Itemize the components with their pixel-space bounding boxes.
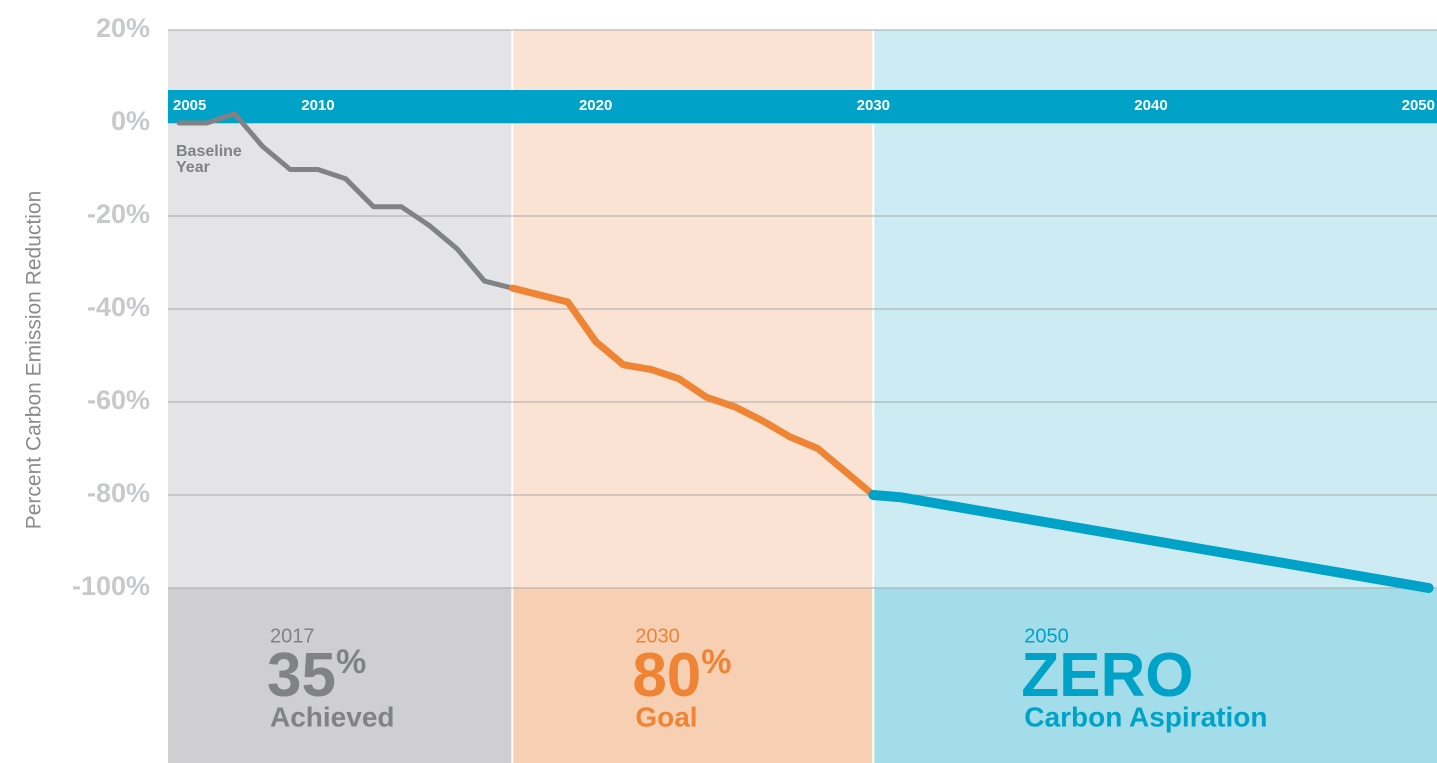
period-year: 2017 xyxy=(270,625,315,647)
headline-number: ZERO xyxy=(1021,641,1193,710)
period-label: Carbon Aspiration xyxy=(1024,701,1267,732)
x-tick-label: 2010 xyxy=(301,97,334,114)
data-line xyxy=(176,111,515,291)
x-tick-label: 2005 xyxy=(173,97,206,114)
headline-unit: % xyxy=(701,643,731,681)
x-tick-label: 2040 xyxy=(1134,97,1167,114)
x-tick-label: 2020 xyxy=(579,97,612,114)
headline-number: 35 xyxy=(267,641,336,710)
headline-number: 80 xyxy=(632,641,701,710)
x-tick-label: 2050 xyxy=(1402,97,1435,114)
y-tick-label: -60% xyxy=(87,385,150,415)
y-tick-label: -20% xyxy=(87,199,150,229)
period-footer xyxy=(873,588,1437,763)
y-tick-label: 20% xyxy=(96,13,150,43)
y-tick-label: -40% xyxy=(87,292,150,322)
period-label: Achieved xyxy=(270,701,395,732)
period-label: Goal xyxy=(635,701,697,732)
period-year: 2050 xyxy=(1024,625,1069,647)
period-headline: 35% xyxy=(267,641,366,710)
annotation: Baseline xyxy=(176,143,242,160)
period-footer xyxy=(512,588,874,763)
period-headline: 80% xyxy=(632,641,731,710)
y-tick-label: -100% xyxy=(72,571,150,601)
zero-band xyxy=(168,90,1437,123)
headline-unit: % xyxy=(336,643,366,681)
data-line xyxy=(508,284,877,499)
x-tick-label: 2030 xyxy=(857,97,890,114)
period-headline: ZERO xyxy=(1021,641,1193,710)
data-line xyxy=(868,490,1434,593)
y-tick-label: 0% xyxy=(111,106,150,136)
period-footer xyxy=(168,588,513,763)
y-tick-label: -80% xyxy=(87,478,150,508)
y-axis-label: Percent Carbon Emission Reduction xyxy=(23,191,46,530)
annotation: Year xyxy=(176,159,210,176)
period-year: 2030 xyxy=(635,625,680,647)
